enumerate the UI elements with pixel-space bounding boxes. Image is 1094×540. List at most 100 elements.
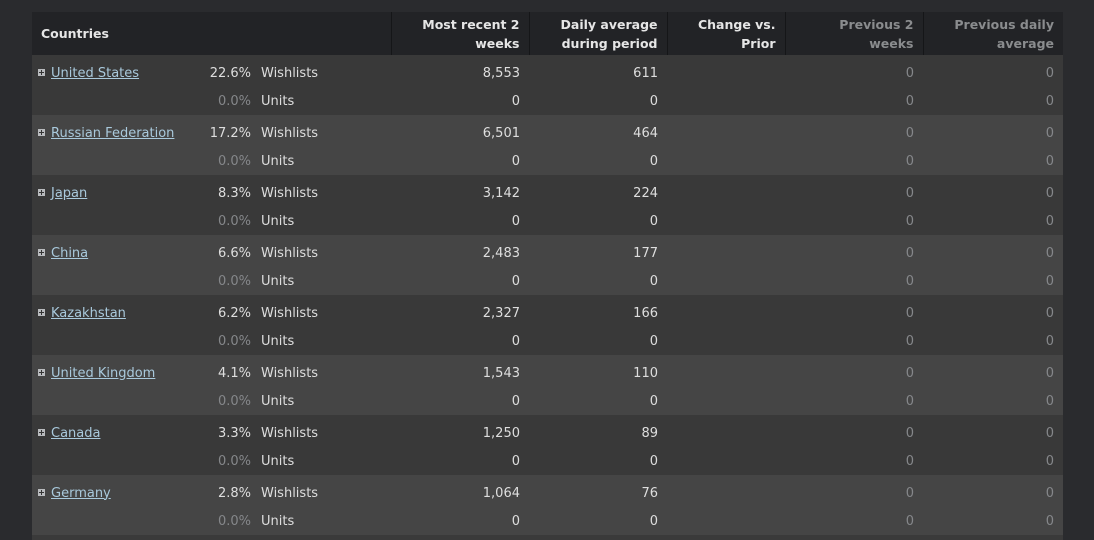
wishlists-daily-average: 224 <box>529 175 667 207</box>
country-cell: Canada 3.3% <box>32 415 261 447</box>
expand-plus-icon[interactable] <box>38 128 45 136</box>
units-recent-2-weeks: 0 <box>391 207 529 235</box>
country-link[interactable]: United Kingdom <box>51 365 156 381</box>
country-link[interactable]: China <box>51 245 89 261</box>
expand-plus-icon[interactable] <box>38 488 45 496</box>
units-previous-2-weeks: 0 <box>785 507 923 535</box>
units-previous-2-weeks: 0 <box>785 387 923 415</box>
header-previous-2-weeks[interactable]: Previous 2 weeks <box>784 12 923 55</box>
units-share-percent: 0.0% <box>217 333 251 349</box>
wishlists-previous-daily-average: 0 <box>923 175 1063 207</box>
wishlist-share-percent: 6.6% <box>217 245 251 261</box>
metric-label-units: Units <box>261 327 391 355</box>
units-previous-2-weeks: 0 <box>785 147 923 175</box>
units-previous-daily-average: 0 <box>923 207 1063 235</box>
units-change-vs-prior <box>667 507 785 535</box>
units-share-percent: 0.0% <box>217 393 251 409</box>
wishlist-share-percent: 22.6% <box>209 65 251 81</box>
metric-label-units: Units <box>261 207 391 235</box>
wishlists-previous-2-weeks: 0 <box>785 415 923 447</box>
units-daily-average: 0 <box>529 207 667 235</box>
wishlists-recent-2-weeks: 3,142 <box>391 175 529 207</box>
wishlists-recent-2-weeks: 2,327 <box>391 295 529 327</box>
country-cell-empty: 0.0% <box>32 447 261 475</box>
country-breakdown-panel: Countries Most recent 2 weeks Daily aver… <box>32 12 1063 540</box>
table-row-canada-units: 0.0% Units 0 0 0 0 <box>32 447 1063 475</box>
wishlists-recent-2-weeks: 2,483 <box>391 235 529 267</box>
units-change-vs-prior <box>667 207 785 235</box>
table-header-row: Countries Most recent 2 weeks Daily aver… <box>32 12 1063 55</box>
wishlists-previous-daily-average: 0 <box>923 355 1063 387</box>
wishlists-previous-2-weeks: 0 <box>785 115 923 147</box>
units-recent-2-weeks: 0 <box>391 87 529 115</box>
table-row-germany-wishlists: Germany 2.8% Wishlists 1,064 76 0 0 <box>32 475 1063 507</box>
country-link[interactable]: Kazakhstan <box>51 305 126 321</box>
wishlist-share-percent: 8.3% <box>217 185 251 201</box>
country-link[interactable]: Russian Federation <box>51 125 175 141</box>
wishlist-share-percent: 2.8% <box>217 485 251 501</box>
units-previous-2-weeks: 0 <box>785 327 923 355</box>
expand-plus-icon[interactable] <box>38 68 45 76</box>
table-row-china-units: 0.0% Units 0 0 0 0 <box>32 267 1063 295</box>
wishlists-change-vs-prior <box>667 55 785 87</box>
units-recent-2-weeks: 0 <box>391 267 529 295</box>
country-cell-empty: 0.0% <box>32 147 261 175</box>
units-previous-daily-average: 0 <box>923 387 1063 415</box>
metric-label-units: Units <box>261 507 391 535</box>
country-cell-empty: 0.0% <box>32 387 261 415</box>
units-daily-average: 0 <box>529 387 667 415</box>
expand-plus-icon[interactable] <box>38 308 45 316</box>
header-daily-average[interactable]: Daily average during period <box>528 12 667 55</box>
wishlists-change-vs-prior <box>667 355 785 387</box>
table-row-united-states-units: 0.0% Units 0 0 0 0 <box>32 87 1063 115</box>
expand-plus-icon[interactable] <box>38 428 45 436</box>
units-daily-average: 0 <box>529 327 667 355</box>
country-link[interactable]: Japan <box>51 185 88 201</box>
table-body: United States 22.6% Wishlists 8,553 611 0 0 0.0… <box>32 55 1063 535</box>
header-previous-daily-average[interactable]: Previous daily average <box>922 12 1063 55</box>
table-row-kazakhstan-wishlists: Kazakhstan 6.2% Wishlists 2,327 166 0 0 <box>32 295 1063 327</box>
country-cell: Kazakhstan 6.2% <box>32 295 261 327</box>
country-link[interactable]: Germany <box>51 485 111 501</box>
units-share-percent: 0.0% <box>217 93 251 109</box>
wishlists-recent-2-weeks: 6,501 <box>391 115 529 147</box>
header-countries[interactable]: Countries <box>32 12 391 55</box>
wishlists-previous-daily-average: 0 <box>923 55 1063 87</box>
country-cell-empty: 0.0% <box>32 267 261 295</box>
wishlists-previous-daily-average: 0 <box>923 415 1063 447</box>
country-link[interactable]: Canada <box>51 425 101 441</box>
units-change-vs-prior <box>667 327 785 355</box>
country-link[interactable]: United States <box>51 65 140 81</box>
header-most-recent-2-weeks[interactable]: Most recent 2 weeks <box>390 12 529 55</box>
wishlists-previous-2-weeks: 0 <box>785 235 923 267</box>
wishlists-recent-2-weeks: 1,543 <box>391 355 529 387</box>
wishlists-daily-average: 89 <box>529 415 667 447</box>
metric-label-units: Units <box>261 87 391 115</box>
country-cell: Japan 8.3% <box>32 175 261 207</box>
table-row-united-kingdom-units: 0.0% Units 0 0 0 0 <box>32 387 1063 415</box>
wishlists-change-vs-prior <box>667 295 785 327</box>
expand-plus-icon[interactable] <box>38 248 45 256</box>
table-row-russian-federation-wishlists: Russian Federation 17.2% Wishlists 6,501 464… <box>32 115 1063 147</box>
units-previous-2-weeks: 0 <box>785 207 923 235</box>
units-recent-2-weeks: 0 <box>391 147 529 175</box>
table-row-germany-units: 0.0% Units 0 0 0 0 <box>32 507 1063 535</box>
expand-plus-icon[interactable] <box>38 368 45 376</box>
units-share-percent: 0.0% <box>217 153 251 169</box>
units-previous-2-weeks: 0 <box>785 447 923 475</box>
metric-label-wishlists: Wishlists <box>261 175 391 207</box>
wishlists-previous-2-weeks: 0 <box>785 55 923 87</box>
header-change-vs-prior[interactable]: Change vs. Prior <box>666 12 785 55</box>
units-share-percent: 0.0% <box>217 213 251 229</box>
expand-plus-icon[interactable] <box>38 188 45 196</box>
wishlist-share-percent: 4.1% <box>217 365 251 381</box>
units-daily-average: 0 <box>529 147 667 175</box>
metric-label-wishlists: Wishlists <box>261 415 391 447</box>
units-previous-2-weeks: 0 <box>785 267 923 295</box>
units-recent-2-weeks: 0 <box>391 387 529 415</box>
country-cell: United States 22.6% <box>32 55 261 87</box>
wishlists-previous-2-weeks: 0 <box>785 475 923 507</box>
units-previous-daily-average: 0 <box>923 507 1063 535</box>
table-row-united-kingdom-wishlists: United Kingdom 4.1% Wishlists 1,543 110 0 0 <box>32 355 1063 387</box>
units-share-percent: 0.0% <box>217 273 251 289</box>
